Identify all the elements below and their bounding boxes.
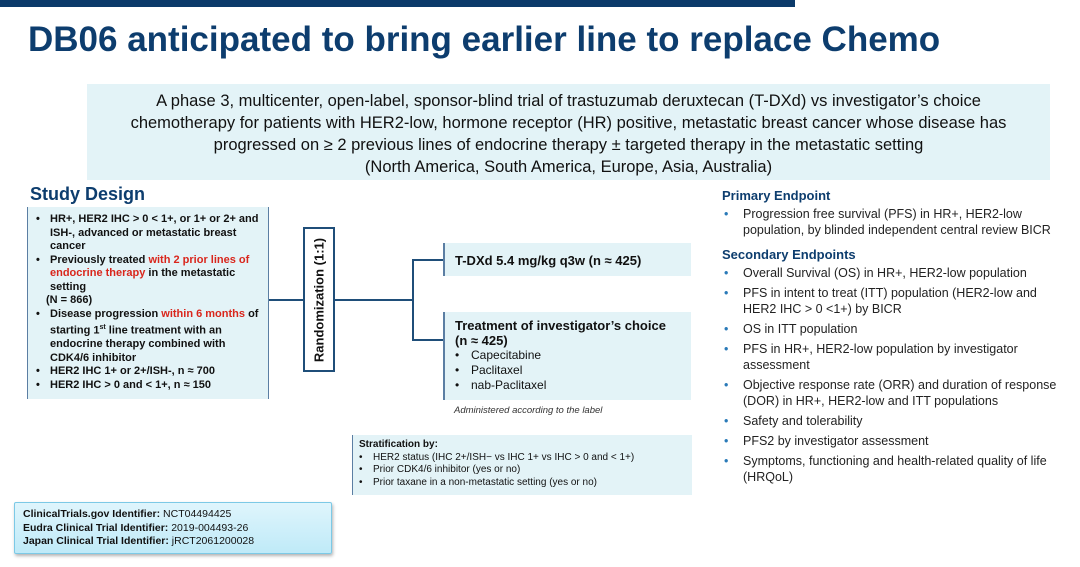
- study-design-heading: Study Design: [30, 184, 146, 204]
- stratification-item: HER2 status (IHC 2+/ISH− vs IHC 1+ vs IH…: [359, 452, 686, 465]
- slide-title: DB06 anticipated to bring earlier line t…: [28, 20, 941, 59]
- summary-line: progressed on ≥ 2 previous lines of endo…: [213, 136, 924, 154]
- eligibility-box: HR+, HER2 IHC > 0 < 1+, or 1+ or 2+ and …: [27, 207, 269, 399]
- endpoint-item: Overall Survival (OS) in HR+, HER2-low p…: [722, 265, 1067, 281]
- chemo-option: Paclitaxel: [455, 363, 691, 378]
- endpoint-item: Safety and tolerability: [722, 413, 1067, 429]
- stratification-box: Stratification by: HER2 status (IHC 2+/I…: [352, 435, 692, 495]
- secondary-endpoints-heading: Secondary Endpoints: [722, 247, 856, 262]
- arm-investigator-choice: Treatment of investigator’s choice (n ≈ …: [443, 312, 691, 400]
- endpoint-item: PFS2 by investigator assessment: [722, 433, 1067, 449]
- eligibility-item: HER2 IHC > 0 and < 1+, n ≈ 150: [36, 379, 264, 393]
- eligibility-item: HR+, HER2 IHC > 0 < 1+, or 1+ or 2+ and …: [36, 213, 264, 254]
- connector-line: [269, 299, 303, 301]
- chemo-option: Capecitabine: [455, 348, 691, 363]
- sample-size: (N = 866): [46, 294, 93, 306]
- identifier-row: ClinicalTrials.gov Identifier: NCT044944…: [23, 508, 232, 520]
- stratification-item: Prior CDK4/6 inhibitor (yes or no): [359, 464, 686, 477]
- connector-line: [412, 259, 443, 261]
- summary-line: chemotherapy for patients with HER2-low,…: [130, 114, 1007, 132]
- identifier-row: Japan Clinical Trial Identifier: jRCT206…: [23, 535, 255, 547]
- connector-line: [412, 339, 443, 341]
- primary-endpoint-heading: Primary Endpoint: [722, 188, 831, 203]
- endpoint-item: Objective response rate (ORR) and durati…: [722, 377, 1067, 409]
- eligibility-item: Disease progression within 6 months of s…: [36, 308, 264, 366]
- endpoint-item: PFS in HR+, HER2-low population by inves…: [722, 341, 1067, 373]
- connector-line: [412, 259, 414, 341]
- stratification-item: Prior taxane in a non-metastatic setting…: [359, 477, 686, 490]
- summary-line: A phase 3, multicenter, open-label, spon…: [156, 92, 981, 110]
- summary-line: (North America, South America, Europe, A…: [364, 158, 773, 176]
- trial-identifiers: ClinicalTrials.gov Identifier: NCT044944…: [14, 502, 332, 554]
- trial-summary: A phase 3, multicenter, open-label, spon…: [87, 84, 1050, 180]
- endpoints-panel: Primary Endpoint Progression free surviv…: [722, 188, 1067, 489]
- endpoint-item: OS in ITT population: [722, 321, 1067, 337]
- chemo-option: nab-Paclitaxel: [455, 378, 691, 393]
- eligibility-item: HER2 IHC 1+ or 2+/ISH-, n ≈ 700: [36, 365, 264, 379]
- endpoint-item: Progression free survival (PFS) in HR+, …: [722, 206, 1067, 238]
- endpoint-item: PFS in intent to treat (ITT) population …: [722, 285, 1067, 317]
- randomization-box: Randomization (1:1): [303, 227, 335, 372]
- administration-note: Administered according to the label: [454, 405, 603, 416]
- connector-line: [335, 299, 413, 301]
- top-accent-bar: [0, 0, 795, 7]
- arm-tdxd: T-DXd 5.4 mg/kg q3w (n ≈ 425): [443, 243, 691, 276]
- eligibility-item: Previously treated with 2 prior lines of…: [36, 254, 264, 295]
- endpoint-item: Symptoms, functioning and health-related…: [722, 453, 1067, 485]
- identifier-row: Eudra Clinical Trial Identifier: 2019-00…: [23, 521, 249, 534]
